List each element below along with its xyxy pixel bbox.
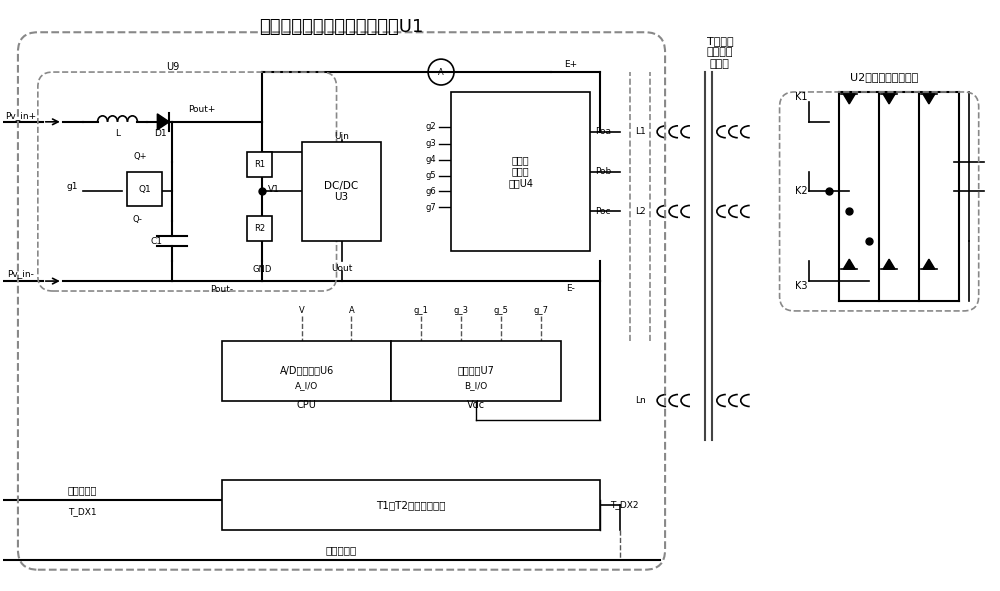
Text: Uout: Uout — [331, 264, 352, 272]
Polygon shape — [883, 259, 895, 269]
Bar — [302, 142, 381, 241]
Text: Pout+: Pout+ — [188, 105, 216, 115]
Text: g7: g7 — [425, 203, 436, 212]
Text: 逆变器通讯: 逆变器通讯 — [68, 485, 97, 495]
Text: L2: L2 — [635, 207, 646, 216]
Text: Pv_in+: Pv_in+ — [5, 111, 36, 121]
Text: g2: g2 — [425, 122, 436, 131]
Text: U2直流功率输出电路: U2直流功率输出电路 — [850, 72, 918, 82]
Text: U9: U9 — [166, 62, 179, 72]
Text: Ln: Ln — [635, 396, 646, 405]
Polygon shape — [843, 259, 855, 269]
Polygon shape — [923, 94, 935, 104]
Text: g_3: g_3 — [453, 306, 468, 316]
Bar — [247, 152, 272, 177]
Text: T_DX2: T_DX2 — [610, 501, 639, 509]
Text: 光隔驱动U7: 光隔驱动U7 — [457, 366, 494, 376]
Text: g1: g1 — [67, 182, 78, 191]
Text: E-: E- — [566, 284, 575, 293]
Text: R1: R1 — [254, 160, 265, 168]
Polygon shape — [883, 94, 895, 104]
Text: g6: g6 — [425, 187, 436, 196]
Text: Vdc: Vdc — [467, 401, 485, 411]
Text: E+: E+ — [564, 60, 577, 69]
Text: V: V — [299, 306, 305, 316]
Text: Q-: Q- — [132, 215, 142, 224]
Text: g_5: g_5 — [493, 306, 508, 316]
Text: 上位机通讯: 上位机通讯 — [326, 545, 357, 555]
Text: Q1: Q1 — [139, 185, 152, 194]
Text: g_7: g_7 — [533, 306, 548, 316]
Text: Pob: Pob — [595, 167, 612, 176]
Polygon shape — [843, 94, 855, 104]
Text: T1、T2双向通讯电路: T1、T2双向通讯电路 — [376, 500, 446, 510]
Text: A/D转换电路U6: A/D转换电路U6 — [280, 366, 334, 376]
Text: Pv_in-: Pv_in- — [7, 269, 34, 278]
Text: GND: GND — [252, 265, 272, 274]
Polygon shape — [923, 259, 935, 269]
Text: g_1: g_1 — [414, 306, 429, 316]
Bar — [222, 480, 600, 530]
Polygon shape — [157, 114, 169, 130]
Bar — [222, 341, 391, 401]
Text: 功率优化单相或三相调压电路U1: 功率优化单相或三相调压电路U1 — [259, 18, 424, 36]
Text: L1: L1 — [635, 127, 646, 137]
Text: DC/DC
U3: DC/DC U3 — [324, 181, 359, 202]
Text: 三相功
率驱动
电路U4: 三相功 率驱动 电路U4 — [508, 155, 533, 188]
Text: K1: K1 — [795, 92, 807, 102]
Text: CPU: CPU — [297, 401, 317, 411]
Text: D1: D1 — [154, 129, 167, 138]
Bar — [391, 341, 561, 401]
Text: Poc: Poc — [595, 207, 611, 216]
Text: Uin: Uin — [334, 132, 349, 141]
Text: A: A — [349, 306, 354, 316]
Bar — [247, 216, 272, 241]
Text: R2: R2 — [254, 225, 265, 233]
Text: Q+: Q+ — [134, 152, 147, 161]
Bar — [451, 92, 590, 251]
Text: B_I/O: B_I/O — [464, 381, 488, 390]
Text: g5: g5 — [425, 171, 436, 180]
Text: T_DX1: T_DX1 — [68, 508, 97, 517]
Text: K2: K2 — [795, 187, 807, 196]
Text: A_I/O: A_I/O — [295, 381, 318, 390]
Text: L: L — [115, 129, 120, 138]
Text: A: A — [438, 67, 444, 77]
Text: g3: g3 — [425, 139, 436, 148]
Bar — [127, 171, 162, 206]
Text: Pout-: Pout- — [210, 284, 234, 294]
Text: V1: V1 — [268, 185, 280, 194]
Text: T多绕组
高压隔离
变压器: T多绕组 高压隔离 变压器 — [707, 35, 733, 69]
Text: C1: C1 — [150, 237, 162, 246]
Text: Poa: Poa — [595, 127, 611, 137]
Text: K3: K3 — [795, 281, 807, 291]
Text: g4: g4 — [425, 155, 436, 164]
